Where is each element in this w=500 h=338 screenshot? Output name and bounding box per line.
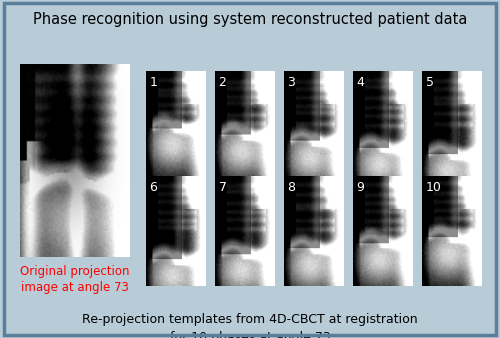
Text: 3: 3 xyxy=(288,76,296,90)
Text: 2: 2 xyxy=(218,76,226,90)
Text: 9: 9 xyxy=(356,181,364,194)
Text: 1: 1 xyxy=(150,76,158,90)
Text: 6: 6 xyxy=(150,181,158,194)
Text: Original projection
image at angle 73: Original projection image at angle 73 xyxy=(20,265,130,294)
Text: 5: 5 xyxy=(426,76,434,90)
Text: Re-projection templates from 4D-CBCT at registration
for 10 phases at angle 73: Re-projection templates from 4D-CBCT at … xyxy=(82,313,418,338)
Text: 8: 8 xyxy=(288,181,296,194)
Text: 4: 4 xyxy=(356,76,364,90)
Text: Phase recognition using system reconstructed patient data: Phase recognition using system reconstru… xyxy=(33,12,467,27)
Text: 7: 7 xyxy=(218,181,226,194)
Text: 10: 10 xyxy=(426,181,442,194)
